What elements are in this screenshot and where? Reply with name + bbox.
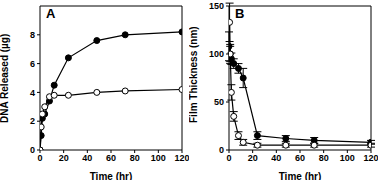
- html-text:B: B: [235, 6, 245, 21]
- svg-text:20: 20: [59, 153, 69, 163]
- svg-text:Time (hr): Time (hr): [279, 171, 322, 180]
- svg-text:80: 80: [130, 153, 140, 163]
- svg-text:2: 2: [30, 116, 35, 126]
- svg-text:60: 60: [106, 153, 116, 163]
- svg-text:0: 0: [219, 145, 224, 155]
- svg-text:100: 100: [209, 49, 224, 59]
- svg-text:100: 100: [340, 153, 355, 163]
- html-text:A: A: [46, 6, 56, 21]
- svg-text:0: 0: [37, 153, 42, 163]
- svg-text:20: 20: [248, 153, 258, 163]
- svg-text:120: 120: [363, 153, 370, 163]
- svg-text:6: 6: [30, 59, 35, 69]
- svg-text:0: 0: [226, 153, 231, 163]
- svg-text:Time (hr): Time (hr): [90, 171, 133, 180]
- svg-text:0: 0: [30, 145, 35, 155]
- svg-text:100: 100: [151, 153, 166, 163]
- svg-text:40: 40: [82, 153, 92, 163]
- svg-text:4: 4: [30, 88, 35, 98]
- svg-text:80: 80: [319, 153, 329, 163]
- svg-text:150: 150: [209, 1, 224, 11]
- svg-text:DNA Released (µg): DNA Released (µg): [8, 34, 10, 123]
- svg-text:120: 120: [174, 153, 189, 163]
- svg-text:60: 60: [295, 153, 305, 163]
- svg-text:50: 50: [214, 97, 224, 107]
- svg-text:8: 8: [30, 30, 35, 40]
- svg-text:40: 40: [271, 153, 281, 163]
- svg-text:Film Thickness (nm): Film Thickness (nm): [189, 26, 199, 123]
